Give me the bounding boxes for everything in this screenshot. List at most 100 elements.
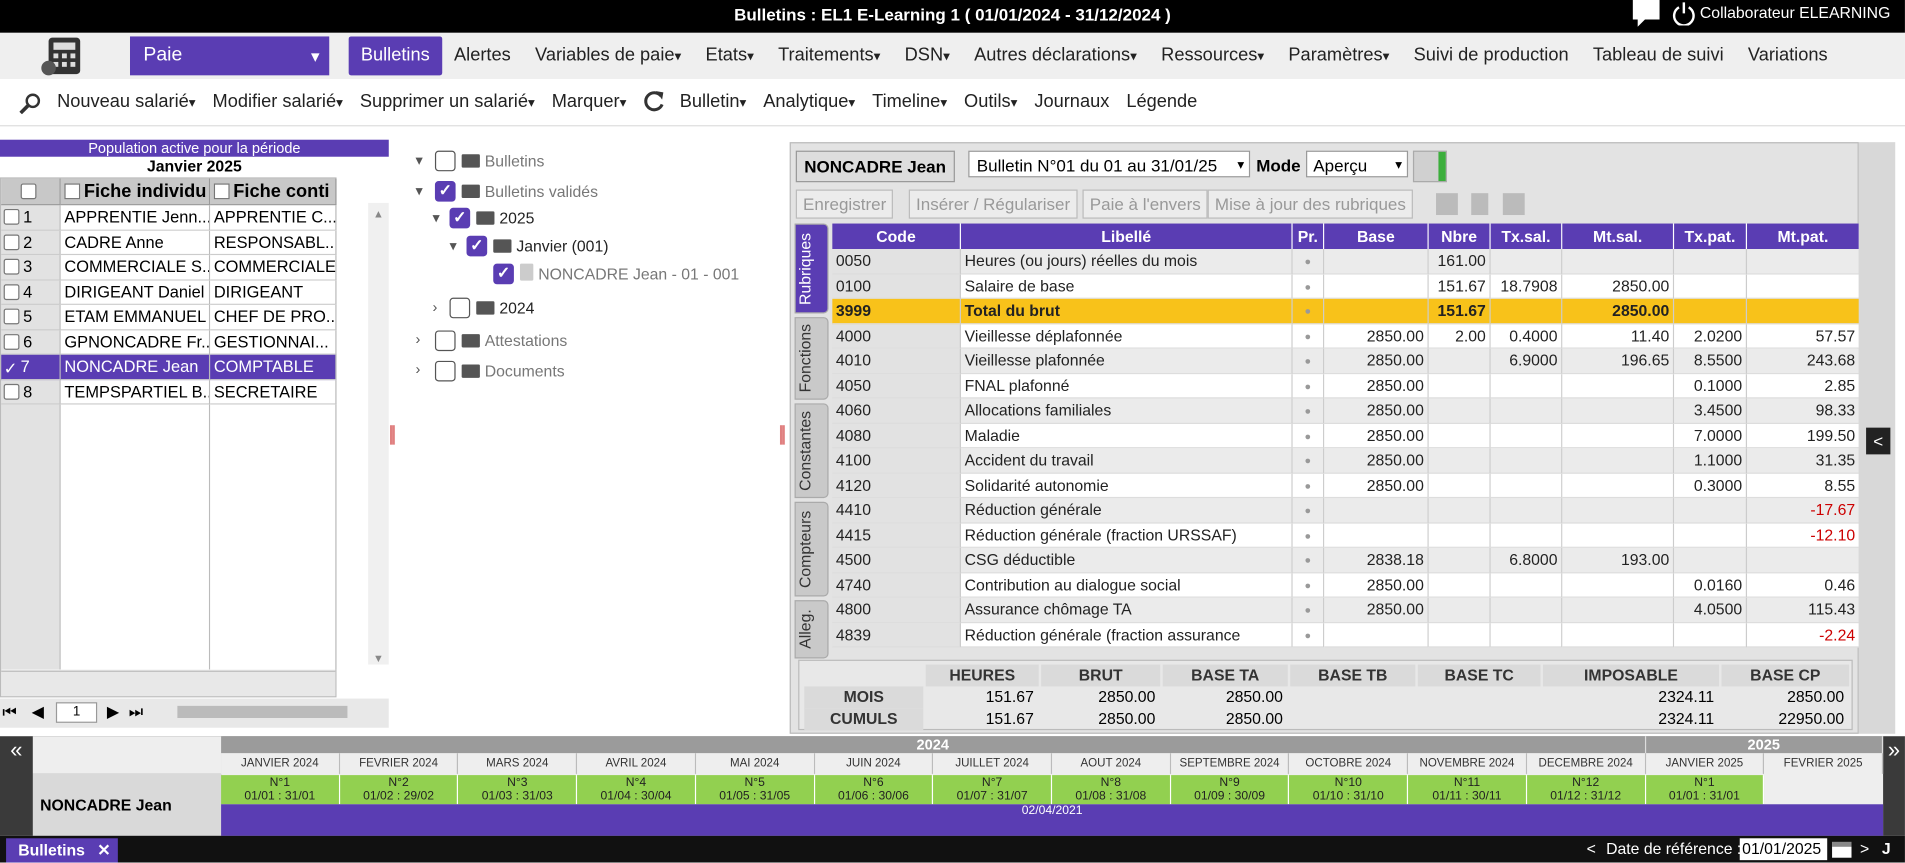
toolbar-item[interactable]: Journaux [1034, 91, 1110, 112]
toolbar-item[interactable]: Supprimer un salarié [351, 79, 543, 126]
pager-next[interactable]: ▶ [106, 702, 120, 721]
side-tab[interactable]: Rubriques [794, 223, 829, 314]
grid-cell[interactable]: TEMPSPARTIEL B... [60, 379, 211, 405]
mode-select[interactable]: Aperçu ▾ [1306, 150, 1409, 178]
timeline-bulletin[interactable]: N°4 01/04 : 30/04 [577, 775, 696, 805]
row-number[interactable]: 8 [1, 379, 61, 405]
timeline-bulletin[interactable]: N°9 01/09 : 30/09 [1170, 775, 1290, 805]
timeline-bulletin[interactable]: N°6 01/06 : 30/06 [814, 775, 934, 805]
timeline-bulletin[interactable]: N°5 01/05 : 31/05 [695, 775, 815, 805]
shortcut[interactable]: J [1881, 839, 1891, 858]
grid-cell[interactable]: APPRENTIE Jenn... [60, 205, 211, 231]
timeline-bulletin[interactable]: N°1 01/01 : 31/01 [1645, 775, 1765, 805]
user-name[interactable]: Collaborateur ELEARNING [1699, 3, 1891, 22]
toolbar-item[interactable]: Analytique [755, 79, 864, 126]
tree-node[interactable]: Janvier (001) [466, 234, 609, 258]
toolbar-item[interactable]: Modifier salarié [204, 79, 351, 126]
action-button[interactable]: Insérer / Régulariser [908, 189, 1078, 219]
menu-item[interactable]: Alertes [454, 44, 511, 66]
menu-item[interactable]: Tableau de suivi [1592, 44, 1724, 66]
page-input[interactable]: 1 [55, 702, 98, 723]
collapse-button[interactable]: < [1866, 427, 1891, 455]
refresh-icon[interactable] [635, 79, 671, 125]
menu-item[interactable]: Suivi de production [1413, 44, 1569, 66]
grid-cell[interactable]: COMPTABLE [210, 354, 337, 380]
tree-node[interactable]: Attestations [434, 330, 567, 352]
side-tab[interactable]: Constantes [794, 403, 829, 499]
grid-cell[interactable]: ETAM EMMANUEL [60, 304, 211, 330]
toolbar-item[interactable]: Marquer [543, 79, 635, 126]
row-number[interactable]: 1 [1, 205, 61, 231]
timeline-bulletin[interactable]: N°11 01/11 : 30/11 [1408, 775, 1527, 805]
toggle[interactable] [1412, 150, 1447, 183]
column-header[interactable]: Fiche individu [60, 178, 211, 206]
menu-item[interactable]: Variations [1747, 44, 1828, 66]
reference-date[interactable]: 01/01/2025 [1739, 838, 1828, 861]
toolbar-item[interactable]: Nouveau salarié [49, 79, 204, 126]
timeline-bulletin[interactable]: N°1 01/01 : 31/01 [221, 775, 340, 805]
row-number[interactable]: 5 [1, 304, 61, 330]
power-icon[interactable] [1672, 1, 1696, 26]
module-select[interactable]: Paie [129, 36, 330, 76]
row-number[interactable]: 4 [1, 280, 61, 305]
grid-cell[interactable]: GESTIONNAI... [210, 329, 337, 355]
grid-cell[interactable]: CADRE Anne [60, 230, 211, 256]
pager-prev[interactable]: ◀ [31, 702, 44, 721]
action-button[interactable]: Enregistrer [795, 189, 894, 219]
timeline-bulletin[interactable]: N°12 01/12 : 31/12 [1526, 775, 1646, 805]
row-number[interactable]: 2 [1, 230, 61, 256]
column-header[interactable]: Fiche conti [210, 178, 337, 206]
action-button[interactable]: Paie à l'envers [1082, 189, 1209, 219]
grid-cell[interactable]: DIRIGEANT Daniel [60, 280, 211, 305]
menu-item[interactable]: Ressources [1149, 36, 1276, 75]
menu-item[interactable]: DSN [892, 36, 961, 75]
timeline-bulletin[interactable]: N°7 01/07 : 31/07 [933, 775, 1053, 805]
grid-cell[interactable]: COMMERCIALE [210, 255, 337, 281]
toolbar-item[interactable]: Timeline [864, 79, 956, 126]
side-tab[interactable]: Compteurs [794, 501, 829, 597]
bulletin-select[interactable]: Bulletin N°01 du 01 au 31/01/25 ▾ [968, 150, 1251, 178]
tree-node[interactable]: NONCADRE Jean - 01 - 001 [493, 262, 739, 286]
timeline-bulletin[interactable]: N°3 01/03 : 31/03 [458, 775, 578, 805]
search-icon[interactable] [19, 92, 41, 115]
menu-item[interactable]: Autres déclarations [962, 36, 1149, 75]
toolbar-item[interactable]: Légende [1126, 91, 1198, 112]
tree-node[interactable]: Bulletins [434, 150, 544, 173]
tree-node[interactable]: 2025 [449, 207, 534, 230]
toolbar-item[interactable]: Bulletin [671, 79, 755, 126]
tree-node[interactable]: 2024 [449, 297, 534, 320]
row-number[interactable]: 3 [1, 255, 61, 281]
menu-item[interactable]: Paramètres [1276, 36, 1401, 75]
grid-cell[interactable]: COMMERCIALE S... [60, 255, 211, 281]
menu-item[interactable]: Bulletins [348, 36, 442, 76]
tree-node[interactable]: Bulletins validés [434, 180, 598, 203]
pager-first[interactable]: ⏮ [2, 702, 17, 721]
menu-item[interactable]: Variables de paie [523, 36, 694, 75]
grid-cell[interactable]: NONCADRE Jean [60, 354, 211, 380]
timeline-bulletin[interactable]: N°2 01/02 : 29/02 [339, 775, 459, 805]
tree-node[interactable]: Documents [434, 360, 565, 383]
grid-cell[interactable]: GPNONCADRE Fr... [60, 329, 211, 355]
reference-next[interactable]: > [1860, 839, 1870, 858]
side-tab[interactable]: Fonctions [794, 317, 829, 400]
row-number[interactable]: ✓ 7 [1, 354, 61, 380]
reference-prev[interactable]: < [1586, 839, 1596, 858]
side-tab[interactable]: Alleg. [794, 600, 829, 659]
grid-cell[interactable]: SECRETAIRE [210, 379, 337, 405]
timeline-bulletin[interactable]: N°10 01/10 : 31/10 [1289, 775, 1409, 805]
timeline-next[interactable]: » [1887, 737, 1901, 762]
toolbar-item[interactable]: Outils [956, 79, 1026, 126]
grid-cell[interactable]: DIRIGEANT [210, 280, 337, 305]
menu-item[interactable]: Traitements [766, 36, 893, 75]
grid-cell[interactable]: CHEF DE PRO... [210, 304, 337, 330]
row-number[interactable]: 6 [1, 329, 61, 355]
action-button[interactable]: Mise à jour des rubriques [1207, 189, 1414, 219]
pager-last[interactable]: ⏭ [128, 702, 143, 721]
calendar-icon[interactable] [1831, 839, 1853, 858]
grid-cell[interactable]: RESPONSABL... [210, 230, 337, 256]
timeline-prev[interactable]: « [10, 737, 23, 762]
open-tab[interactable]: Bulletins ✕ [6, 838, 118, 863]
grid-cell[interactable]: APPRENTIE C... [210, 205, 337, 231]
menu-item[interactable]: Etats [693, 36, 766, 75]
timeline-bulletin[interactable]: N°8 01/08 : 31/08 [1052, 775, 1171, 805]
